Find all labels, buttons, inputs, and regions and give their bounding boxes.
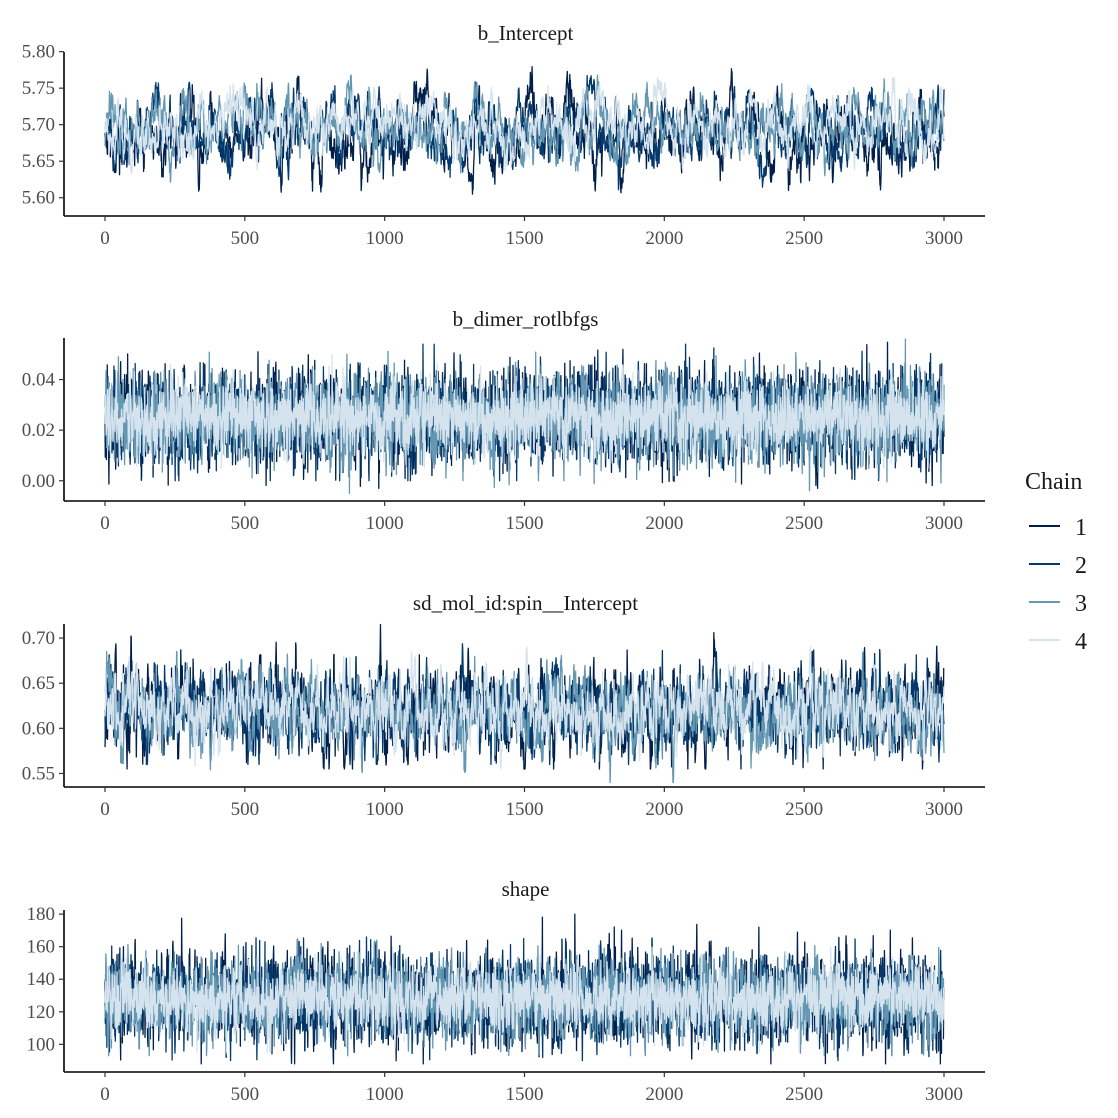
x-tick-label: 2000 [645, 1084, 683, 1105]
y-tick-label: 120 [27, 1002, 56, 1023]
x-tick-label: 1500 [506, 1084, 544, 1105]
x-tick-label: 1000 [366, 799, 404, 820]
panel-title: sd_mol_id:spin__Intercept [413, 591, 638, 615]
x-tick-label: 2000 [645, 513, 683, 534]
x-tick-label: 0 [100, 799, 110, 820]
panel-shape: shape 100 120 140 160 180 0 500 1000 1500 2000 2500… [27, 877, 985, 1105]
legend-label-chain-2: 2 [1075, 553, 1087, 579]
x-tick-label: 2000 [645, 228, 683, 249]
x-tick-label: 500 [231, 513, 260, 534]
x-tick-label: 0 [100, 228, 110, 249]
x-tick-label: 500 [231, 799, 260, 820]
y-tick-label: 0.60 [22, 718, 55, 739]
x-tick-label: 0 [100, 1084, 110, 1105]
x-tick-label: 0 [100, 513, 110, 534]
x-tick-label: 3000 [925, 228, 963, 249]
x-tick-label: 1500 [506, 799, 544, 820]
x-tick-label: 3000 [925, 1084, 963, 1105]
panel-title: shape [502, 877, 550, 901]
y-tick-label: 5.75 [22, 78, 55, 99]
legend-label-chain-3: 3 [1075, 591, 1087, 617]
y-tick-label: 160 [27, 937, 56, 958]
legend-label-chain-1: 1 [1075, 515, 1087, 541]
x-tick-label: 1000 [366, 1084, 404, 1105]
x-tick-label: 1500 [506, 513, 544, 534]
x-tick-label: 3000 [925, 513, 963, 534]
x-tick-label: 2500 [785, 228, 823, 249]
panel-title: b_Intercept [478, 21, 574, 45]
x-tick-label: 500 [231, 1084, 260, 1105]
y-tick-label: 0.70 [22, 628, 55, 649]
y-tick-label: 0.04 [22, 370, 56, 391]
x-tick-label: 500 [231, 228, 260, 249]
legend-label-chain-4: 4 [1075, 629, 1087, 655]
x-tick-label: 2000 [645, 799, 683, 820]
trace-line-chain-4 [104, 353, 945, 469]
x-tick-label: 1000 [366, 228, 404, 249]
y-tick-label: 5.80 [22, 42, 55, 63]
y-tick-label: 0.02 [22, 420, 55, 441]
x-tick-label: 2500 [785, 513, 823, 534]
y-tick-label: 0.55 [22, 763, 55, 784]
y-tick-label: 0.00 [22, 471, 55, 492]
y-tick-label: 180 [27, 904, 56, 925]
legend-title: Chain [1025, 469, 1082, 495]
panel-sd-mol-id-spin-intercept: sd_mol_id:spin__Intercept 0.55 0.60 0.65 0.7… [22, 591, 985, 820]
trace-line-chain-2 [104, 343, 945, 482]
legend: Chain 1 2 3 4 [1025, 469, 1087, 655]
y-tick-label: 5.65 [22, 151, 55, 172]
x-tick-label: 1500 [506, 228, 544, 249]
trace-line-chain-4 [104, 76, 945, 175]
y-tick-label: 5.60 [22, 188, 55, 209]
y-tick-label: 0.65 [22, 673, 55, 694]
panel-title: b_dimer_rotlbfgs [453, 307, 599, 331]
y-tick-label: 5.70 [22, 115, 55, 136]
x-tick-label: 1000 [366, 513, 404, 534]
x-tick-label: 3000 [925, 799, 963, 820]
panel-b-intercept: b_Intercept 5.60 5.65 5.70 5.75 5.80 0 500 1000 1… [22, 21, 985, 249]
trace-line-chain-4 [104, 946, 945, 1054]
panel-b-dimer-rotlbfgs: b_dimer_rotlbfgs 0.00 0.02 0.04 0 500 1000 1500… [22, 307, 985, 534]
x-tick-label: 2500 [785, 1084, 823, 1105]
y-tick-label: 100 [27, 1034, 56, 1055]
y-tick-label: 140 [27, 969, 56, 990]
trace-line-chain-4 [104, 646, 945, 770]
x-tick-label: 2500 [785, 799, 823, 820]
